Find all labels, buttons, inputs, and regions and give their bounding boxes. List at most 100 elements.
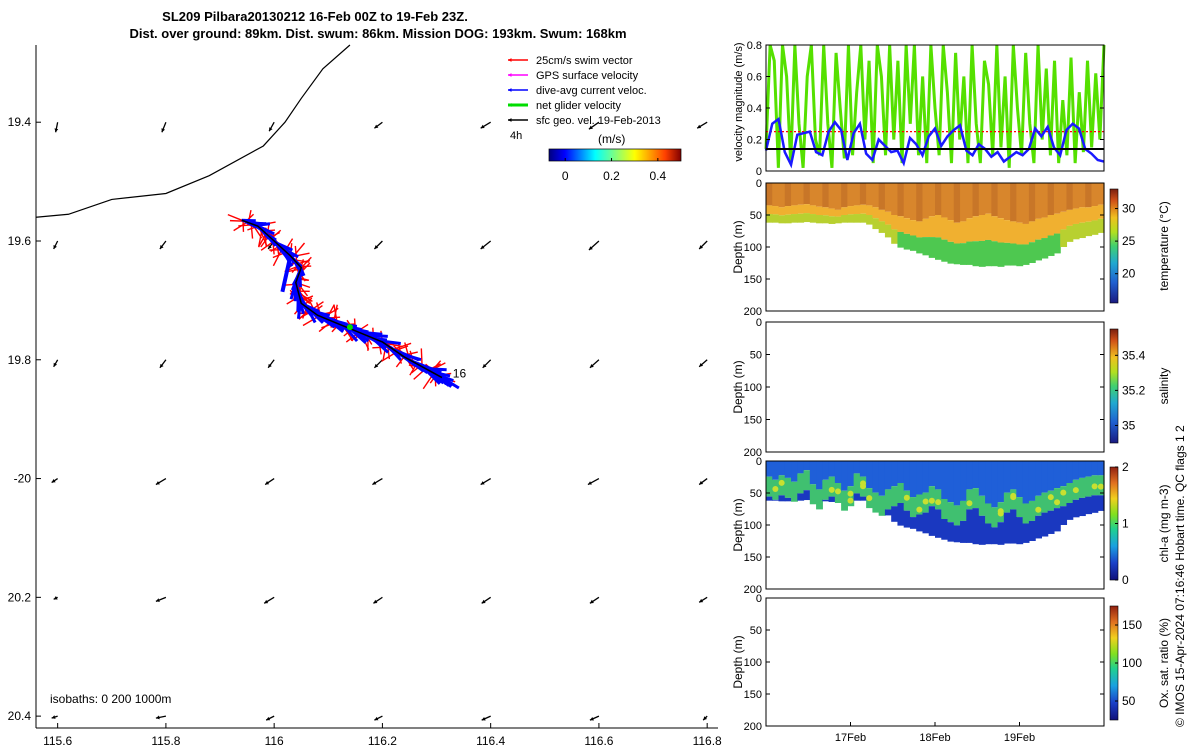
temperature-column-thermocline: [853, 205, 861, 215]
temperature-column-deep: [797, 213, 805, 223]
sfc-velocity-arrow-head: [589, 599, 594, 604]
temperature-column-deep: [828, 216, 836, 224]
chl-column-maximum: [1047, 490, 1055, 511]
chl-column-surface: [903, 461, 911, 491]
temperature-column-thermocline: [1060, 211, 1068, 230]
velocity-clip-top: [766, 0, 1104, 45]
chl-column-maximum: [797, 473, 805, 494]
chl-column-deep: [941, 519, 949, 540]
temperature-column-thermocline: [847, 206, 855, 215]
temperature-column-deep: [1091, 220, 1099, 235]
temperature-column-upper: [1072, 183, 1080, 209]
temperature-y-label: Depth (m): [731, 220, 745, 273]
temperature-column-deep: [866, 215, 874, 225]
temperature-column-deep: [772, 214, 780, 223]
temperature-column-upper: [991, 183, 999, 217]
chl-column-deep: [916, 514, 924, 532]
chl-column-maximum: [828, 476, 836, 497]
temperature-y-tick-label: 100: [744, 242, 762, 254]
temperature-column-deep: [884, 224, 892, 238]
swim-vector: [300, 256, 312, 269]
temperature-column-thermocline: [972, 216, 980, 242]
temperature-column-upper: [1078, 183, 1086, 208]
oxygen-colorbar-tick-label: 150: [1122, 618, 1142, 632]
temperature-column-thermocline: [872, 207, 880, 219]
temperature-column-thermocline: [1003, 220, 1011, 243]
chl-column-maximum: [809, 484, 817, 505]
salinity-panel: 0 50 100 150 200 Depth (m) 35 35.2 35.4 salinity: [731, 317, 1171, 459]
velocity-y-tick-label: 0.8: [747, 40, 762, 52]
temperature-column-thermocline: [1097, 204, 1105, 219]
temperature-column-upper: [1041, 183, 1049, 218]
salinity-colorbar-tick-label: 35: [1122, 418, 1136, 432]
chl-column-deep: [884, 509, 892, 516]
temperature-column-deep: [891, 229, 899, 244]
sfc-velocity-arrow-head: [587, 481, 592, 485]
chl-column-surface: [766, 461, 773, 477]
salinity-colorbar: [1109, 328, 1119, 444]
chl-column-surface: [828, 461, 836, 477]
chl-column-surface: [816, 461, 823, 490]
chl-column-surface: [1035, 461, 1043, 496]
chl-sample-point: [903, 494, 910, 501]
chl-column-deep: [1047, 510, 1055, 534]
temperature-column-upper: [909, 183, 917, 221]
chlorophyll-y-tick-label: 100: [744, 520, 762, 532]
oxygen-panel: 0 50 100 150 200 Depth (m) 50 100 150 Ox. sat. ra…: [731, 593, 1171, 744]
chl-column-deep: [1016, 517, 1024, 545]
temperature-column-deep: [928, 237, 936, 258]
chl-column-maximum: [978, 495, 986, 516]
map-y-tick-label: 20.2: [8, 590, 32, 604]
dive-avg-vector: [343, 325, 359, 343]
temperature-column-upper: [766, 183, 773, 206]
isobath-line: [35, 44, 351, 218]
oxygen-y-label: Depth (m): [731, 635, 745, 688]
chl-column-deep: [1097, 495, 1105, 511]
chl-column-surface: [909, 461, 917, 498]
track-time-label: 16: [453, 367, 467, 381]
chl-sample-point: [1035, 506, 1042, 513]
salinity-y-tick-label: 100: [744, 382, 762, 394]
chl-column-deep: [960, 520, 967, 543]
legend-item-label: net glider velocity: [536, 100, 621, 112]
chl-column-surface: [866, 461, 874, 489]
temperature-column-upper: [985, 183, 992, 214]
chl-column-maximum: [1016, 497, 1024, 518]
legend-arrow-head: [508, 103, 512, 107]
temperature-column-deep: [1016, 244, 1024, 267]
chl-column-deep: [1028, 520, 1036, 541]
oxygen-y-tick-label: 200: [744, 721, 762, 733]
temperature-column-upper: [928, 183, 936, 217]
chl-column-deep: [909, 517, 917, 529]
chl-column-maximum: [972, 488, 980, 509]
sfc-velocity-arrow-head: [159, 245, 164, 249]
chl-column-surface: [1078, 461, 1086, 478]
chl-column-surface: [985, 461, 992, 504]
oxygen-colorbar-tick-label: 50: [1122, 694, 1136, 708]
temperature-column-upper: [1035, 183, 1043, 219]
temperature-column-deep: [1085, 221, 1093, 237]
sfc-velocity-arrow-head: [53, 244, 57, 249]
temperature-column-thermocline: [916, 221, 924, 238]
temperature-column-thermocline: [953, 222, 961, 244]
chl-column-deep: [778, 495, 786, 502]
sfc-velocity-arrow-head: [155, 481, 160, 485]
temperature-column-deep: [922, 237, 930, 256]
temperature-column-deep: [935, 237, 942, 260]
temperature-column-deep: [947, 241, 955, 264]
temperature-column-deep: [972, 241, 980, 267]
temperature-column-thermocline: [866, 205, 874, 215]
map-y-tick-label: 20.4: [8, 709, 32, 723]
temperature-column-deep: [960, 243, 967, 265]
velocity-y-label: velocity magnitude (m/s): [733, 42, 745, 161]
chl-column-surface: [991, 461, 999, 508]
temperature-column-deep: [1078, 222, 1086, 239]
temperature-column-deep: [766, 214, 773, 223]
temperature-column-thermocline: [903, 218, 911, 234]
chl-column-surface: [1003, 461, 1011, 493]
temperature-column-thermocline: [1072, 208, 1080, 224]
map-y-tick-label: -20: [14, 472, 32, 486]
sfc-velocity-arrow-head: [481, 599, 486, 604]
sfc-velocity-arrow-head: [53, 362, 58, 367]
